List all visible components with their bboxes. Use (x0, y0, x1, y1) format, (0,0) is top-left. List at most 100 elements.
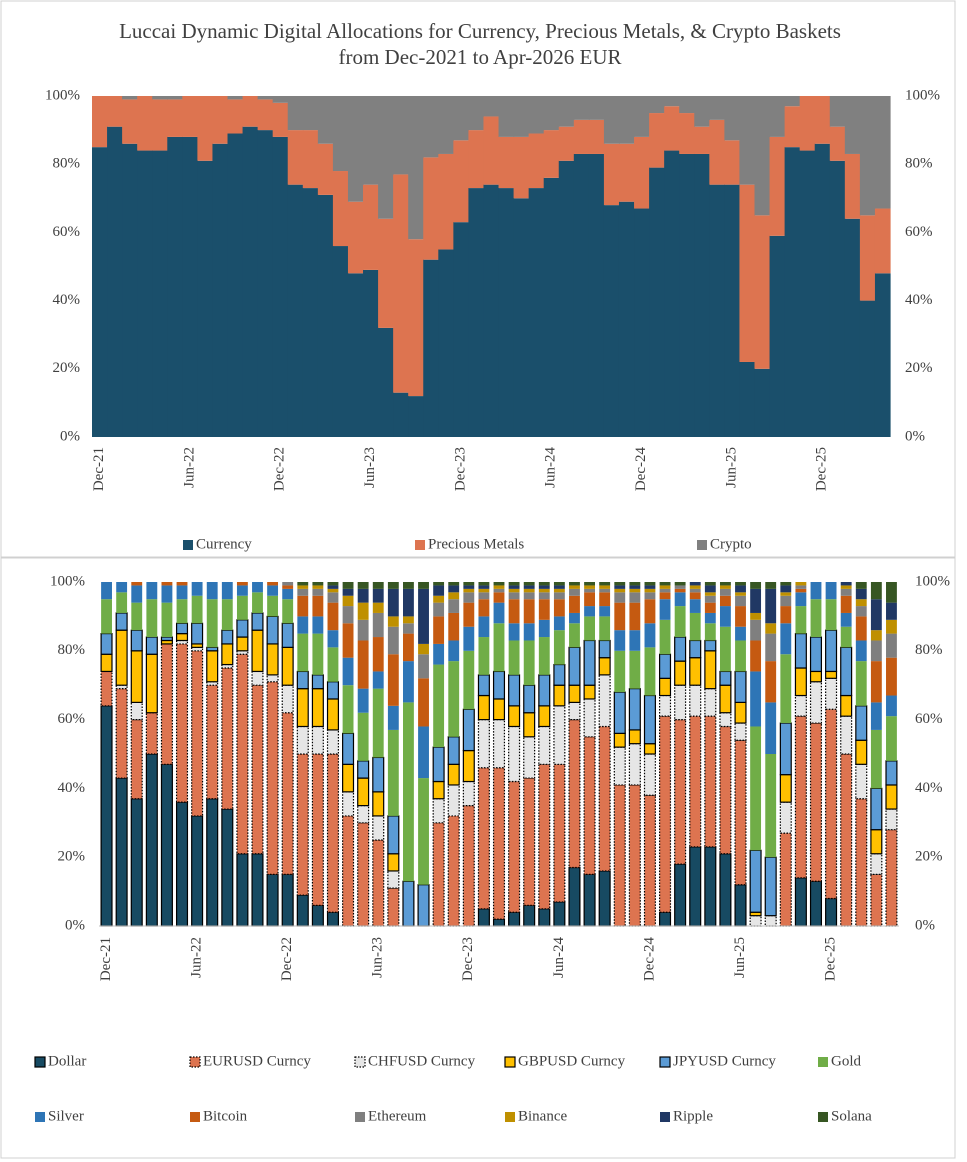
bar-segment (462, 708, 475, 752)
x-tick-label: Dec-23 (460, 937, 476, 981)
area-step (152, 150, 168, 437)
area-step (302, 130, 319, 189)
area-step (242, 126, 259, 437)
bar-segment (266, 643, 279, 676)
bar-segment (840, 715, 853, 755)
bar-segment (629, 602, 641, 631)
bar-segment (599, 616, 611, 641)
bar-segment (176, 585, 188, 600)
bar-segment (387, 582, 399, 589)
bar-segment (236, 653, 249, 855)
bar-segment (146, 599, 158, 638)
bar-segment (236, 853, 249, 927)
x-tick-label: Jun-23 (370, 937, 386, 978)
bar-segment (523, 777, 536, 906)
bar-segment (870, 630, 882, 641)
legend-label: Bitcoin (203, 1108, 248, 1124)
bar-segment (206, 798, 219, 927)
area-step (558, 160, 575, 438)
panel-frame (0, 557, 956, 1159)
area-step (227, 99, 244, 134)
bar-segment (523, 592, 535, 600)
bar-segment (267, 595, 279, 617)
area-step (378, 327, 394, 437)
bar-segment (613, 746, 626, 786)
bar-segment (870, 787, 883, 831)
bar-segment (553, 684, 566, 707)
bar-segment (462, 804, 475, 927)
bar-segment (538, 582, 550, 586)
legend-label: EURUSD Curncy (203, 1053, 311, 1069)
x-tick-label: Dec-21 (91, 447, 107, 491)
bar-segment (840, 585, 852, 589)
bar-segment (387, 654, 399, 706)
bar-segment (840, 646, 853, 697)
area-step (483, 116, 500, 185)
bar-segment (492, 718, 506, 769)
bar-segment (447, 763, 460, 786)
legend-swatch (190, 1112, 200, 1122)
bar-segment (735, 592, 746, 596)
area-step (573, 96, 590, 120)
bar-segment (175, 622, 189, 635)
y2-tick-label: 0% (915, 917, 935, 933)
area-step (287, 130, 304, 185)
area-step (874, 273, 891, 437)
bar-segment (764, 856, 777, 917)
bar-segment (704, 612, 716, 624)
area-step (423, 259, 439, 437)
bar-segment (145, 712, 158, 755)
bar-segment (387, 853, 400, 872)
bar-segment (523, 712, 536, 738)
bar-segment (614, 582, 626, 586)
area-step (634, 96, 650, 137)
area-step (423, 96, 439, 158)
bar-segment (886, 619, 897, 634)
y2-tick-label: 20% (915, 849, 943, 865)
bar-segment (357, 582, 369, 589)
bar-segment (327, 630, 339, 648)
bar-segment (750, 640, 762, 672)
bar-segment (689, 715, 702, 848)
bar-segment (794, 694, 807, 717)
bar-segment (568, 866, 581, 927)
bar-segment (659, 694, 672, 717)
bar-segment (794, 632, 807, 669)
y2-tick-label: 20% (905, 360, 933, 376)
bar-segment (886, 657, 897, 696)
bar-segment (659, 585, 671, 589)
bar-segment (326, 753, 339, 913)
legend-swatch (505, 1112, 515, 1122)
area-step (874, 208, 891, 274)
legend-swatch (189, 1056, 201, 1068)
area-step (302, 188, 319, 437)
bar-segment (523, 588, 535, 593)
bar-segment (870, 599, 882, 631)
bar-segment (432, 780, 445, 800)
bar-segment (780, 592, 792, 596)
bar-segment (765, 661, 777, 703)
legend-label: GBPUSD Curncy (518, 1053, 626, 1069)
area-step (332, 246, 349, 437)
bar-segment (598, 870, 611, 927)
bar-segment (508, 911, 521, 927)
bar-segment (538, 725, 551, 765)
area-step (393, 174, 409, 393)
bar-segment (659, 619, 671, 655)
area-step (694, 126, 710, 154)
bar-segment (689, 582, 701, 586)
bar-segment (130, 629, 143, 652)
bar-segment (780, 582, 792, 586)
bar-segment (719, 725, 732, 855)
area-step (724, 140, 741, 185)
area-step (92, 147, 108, 437)
bar-segment (175, 801, 189, 927)
bar-segment (372, 671, 384, 689)
bar-segment (855, 661, 867, 706)
bar-segment (100, 670, 113, 707)
area-step (317, 96, 334, 144)
y-tick-label: 60% (53, 224, 81, 240)
bar-segment (508, 725, 521, 783)
legend-label: Solana (831, 1108, 872, 1124)
area-step (272, 102, 289, 137)
